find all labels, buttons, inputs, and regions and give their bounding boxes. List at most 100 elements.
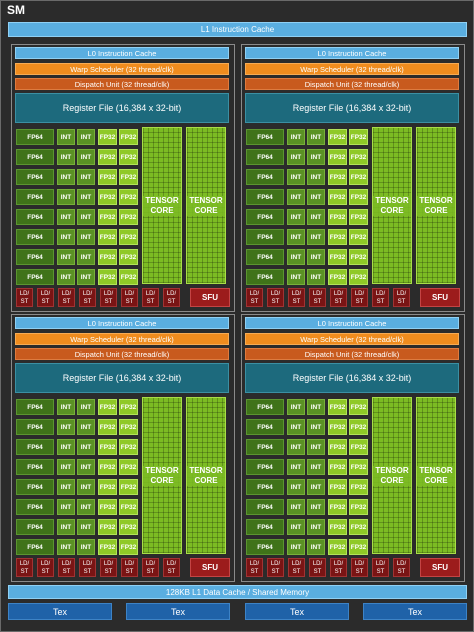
int-unit: INT [307,249,325,265]
int-unit: INT [307,399,325,415]
fp32-unit: FP32 [98,149,117,165]
processing-block: L0 Instruction Cache Warp Scheduler (32 t… [241,44,465,312]
ld-st-unit: LD/ ST [142,558,159,577]
register-file: Register File (16,384 x 32-bit) [245,363,459,393]
fp32-unit: FP32 [349,399,368,415]
int-unit: INT [77,149,95,165]
int-unit: INT [77,439,95,455]
fp32-unit: FP32 [328,249,347,265]
int-unit: INT [77,209,95,225]
fp32-unit: FP32 [98,419,117,435]
tensor-core: TENSOR CORE [416,127,456,284]
ld-st-unit: LD/ ST [267,288,284,307]
fp32-unit: FP32 [98,189,117,205]
register-file: Register File (16,384 x 32-bit) [245,93,459,123]
register-file: Register File (16,384 x 32-bit) [15,363,229,393]
fp64-unit: FP64 [246,149,284,165]
ld-st-unit: LD/ ST [309,558,326,577]
int-unit: INT [287,519,305,535]
fp64-unit: FP64 [246,519,284,535]
int-unit: INT [287,479,305,495]
ld-st-unit: LD/ ST [121,558,138,577]
fp32-unit: FP32 [98,229,117,245]
int-unit: INT [287,539,305,555]
int-unit: INT [77,399,95,415]
int-unit: INT [57,439,75,455]
sm-title: SM [7,3,25,17]
fp32-unit: FP32 [119,169,138,185]
tensor-core-label: TENSOR CORE [417,465,455,486]
fp32-unit: FP32 [119,499,138,515]
processing-block: L0 Instruction Cache Warp Scheduler (32 t… [11,44,235,312]
tex-unit: Tex [363,603,467,620]
fp32-unit: FP32 [328,499,347,515]
int-unit: INT [57,499,75,515]
tensor-core-label-line1: TENSOR [189,195,223,205]
tensor-core: TENSOR CORE [372,397,412,554]
ld-st-unit: LD/ ST [16,288,33,307]
fp64-unit: FP64 [16,229,54,245]
fp32-unit: FP32 [119,229,138,245]
int-unit: INT [57,169,75,185]
sfu-unit: SFU [190,558,230,577]
int-unit: INT [57,399,75,415]
ld-st-unit: LD/ ST [142,288,159,307]
int-unit: INT [77,249,95,265]
fp64-unit: FP64 [246,129,284,145]
fp64-unit: FP64 [246,229,284,245]
fp32-unit: FP32 [349,479,368,495]
ld-st-unit: LD/ ST [58,288,75,307]
int-unit: INT [57,209,75,225]
int-unit: INT [77,519,95,535]
ld-st-unit: LD/ ST [351,558,368,577]
fp32-unit: FP32 [119,129,138,145]
warp-scheduler: Warp Scheduler (32 thread/clk) [245,333,459,345]
fp64-unit: FP64 [16,479,54,495]
warp-scheduler: Warp Scheduler (32 thread/clk) [15,333,229,345]
fp32-unit: FP32 [98,209,117,225]
tex-unit: Tex [8,603,112,620]
fp32-unit: FP32 [349,169,368,185]
fp32-unit: FP32 [349,519,368,535]
ld-st-unit: LD/ ST [288,288,305,307]
fp64-unit: FP64 [246,479,284,495]
ld-st-unit: LD/ ST [79,288,96,307]
tensor-core: TENSOR CORE [416,397,456,554]
fp32-unit: FP32 [349,249,368,265]
fp32-unit: FP32 [328,169,347,185]
fp64-unit: FP64 [246,539,284,555]
ld-st-unit: LD/ ST [163,288,180,307]
int-unit: INT [307,209,325,225]
int-unit: INT [307,459,325,475]
fp32-unit: FP32 [98,439,117,455]
fp32-unit: FP32 [119,209,138,225]
int-unit: INT [287,269,305,285]
ld-st-unit: LD/ ST [163,558,180,577]
sfu-unit: SFU [420,288,460,307]
fp32-unit: FP32 [328,229,347,245]
fp64-unit: FP64 [246,439,284,455]
int-unit: INT [287,399,305,415]
fp64-unit: FP64 [16,189,54,205]
fp32-unit: FP32 [98,539,117,555]
tensor-core-label-line1: TENSOR [419,465,453,475]
tensor-core-label-line2: CORE [150,475,174,485]
ld-st-unit: LD/ ST [79,558,96,577]
l0-instruction-cache: L0 Instruction Cache [15,317,229,329]
dispatch-unit: Dispatch Unit (32 thread/clk) [245,78,459,90]
l0-instruction-cache: L0 Instruction Cache [15,47,229,59]
fp64-unit: FP64 [246,459,284,475]
fp32-unit: FP32 [98,399,117,415]
int-unit: INT [287,209,305,225]
warp-scheduler: Warp Scheduler (32 thread/clk) [15,63,229,75]
tensor-core-label-line1: TENSOR [375,195,409,205]
fp64-unit: FP64 [246,169,284,185]
fp64-unit: FP64 [246,189,284,205]
tensor-core-label-line2: CORE [380,475,404,485]
ld-st-unit: LD/ ST [16,558,33,577]
int-unit: INT [307,479,325,495]
int-unit: INT [77,229,95,245]
int-unit: INT [287,439,305,455]
sfu-unit: SFU [190,288,230,307]
int-unit: INT [57,269,75,285]
